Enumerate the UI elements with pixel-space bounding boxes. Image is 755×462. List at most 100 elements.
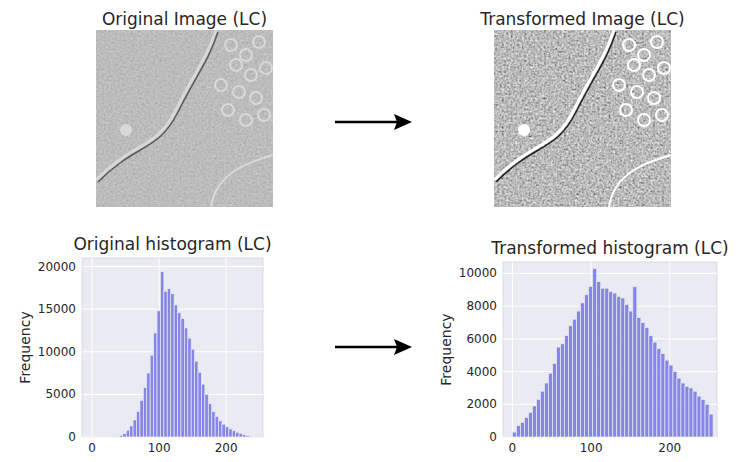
hist-bar: [645, 327, 649, 437]
hist-bar: [637, 318, 641, 437]
hist-bar: [201, 384, 204, 437]
tick-label: 8000: [466, 299, 497, 313]
hist-bar: [512, 432, 516, 437]
hist-bar: [260, 436, 263, 437]
vesicle: [225, 39, 237, 51]
hist-bar: [589, 287, 593, 437]
hist-bar: [541, 391, 545, 437]
hist-bar: [137, 411, 140, 437]
axis-title: Frequency: [17, 311, 33, 383]
hist-bar: [208, 404, 211, 437]
hist-bar: [191, 349, 194, 437]
vesicle: [628, 59, 640, 71]
grid-line: [512, 262, 513, 437]
image-texture: [96, 30, 273, 207]
hist-bar: [581, 303, 585, 437]
tick-label: 100: [580, 441, 603, 455]
tick-label: 0: [509, 441, 517, 455]
hist-bar: [661, 354, 665, 437]
vesicle: [643, 69, 655, 81]
hist-bar: [147, 373, 150, 437]
tick-label: 0: [88, 441, 96, 455]
hist-bar: [533, 406, 537, 437]
image-title: Transformed Image (LC): [479, 9, 684, 29]
hist-bar: [198, 372, 201, 437]
hist-bar: [219, 421, 222, 437]
hist-bar: [537, 399, 541, 437]
hist-bar: [130, 426, 133, 437]
hist-bar: [665, 360, 669, 437]
chart-title: Original histogram (LC): [73, 234, 271, 254]
hist-bar: [705, 404, 709, 437]
blob: [518, 124, 530, 136]
blob: [120, 124, 132, 136]
hist-bar: [249, 436, 252, 437]
vesicle: [240, 114, 252, 126]
hist-bar: [593, 269, 597, 437]
hist-bar: [123, 434, 126, 437]
tick-label: 10000: [38, 345, 76, 359]
micrograph: [494, 30, 671, 207]
grid-line: [226, 258, 227, 437]
grid: [503, 262, 717, 437]
vesicle: [651, 36, 663, 48]
hist-bar: [171, 294, 174, 437]
hist-bar: [701, 399, 705, 437]
grid-line: [92, 258, 93, 437]
vesicle: [638, 114, 650, 126]
plot-area: [82, 258, 263, 437]
hist-bar: [573, 319, 577, 437]
hist-bar: [673, 372, 677, 437]
hist-bar: [569, 326, 573, 437]
vesicle: [250, 92, 262, 104]
vesicle: [631, 86, 643, 98]
hist-bar: [253, 436, 256, 437]
hist-bar: [613, 293, 617, 437]
vesicle: [215, 79, 227, 91]
bars: [512, 269, 713, 437]
hist-bar: [188, 338, 191, 437]
image-texture: [494, 30, 671, 207]
hist-bar: [685, 386, 689, 437]
vesicle: [245, 69, 257, 81]
micrograph: [96, 30, 273, 207]
plot-area: [503, 262, 717, 437]
hist-bar: [160, 272, 163, 437]
hist-bar: [229, 429, 232, 437]
hist-bar: [212, 411, 215, 437]
vesicle: [658, 62, 670, 74]
hist-bar: [605, 288, 609, 437]
hist-bar: [677, 378, 681, 437]
hist-bar: [653, 342, 657, 437]
ridge: [96, 30, 216, 180]
tick-label: 4000: [466, 365, 497, 379]
hist-bar: [689, 388, 693, 437]
arrow-head: [394, 339, 412, 355]
tick-label: 15000: [38, 302, 76, 316]
hist-bar: [116, 436, 119, 437]
hist-bar: [157, 311, 160, 437]
hist-bar: [119, 435, 122, 437]
vesicle: [222, 104, 234, 116]
hist-bar: [697, 396, 701, 437]
hist-bar: [609, 291, 613, 437]
vesicle: [648, 92, 660, 104]
hist-bar: [232, 431, 235, 437]
hist-bar: [150, 355, 153, 437]
tick-label: 0: [489, 430, 497, 444]
ridge-shadow: [496, 32, 616, 182]
vesicle: [233, 86, 245, 98]
hist-bar: [561, 344, 565, 437]
tick-label: 10000: [459, 266, 497, 280]
hist-bar: [205, 394, 208, 437]
vesicle: [260, 62, 272, 74]
hist-bar: [553, 363, 557, 437]
hist-bar: [549, 373, 553, 437]
hist-bar: [242, 435, 245, 437]
hist-bar: [633, 287, 637, 437]
hist-bar: [693, 391, 697, 437]
hist-bar: [709, 414, 713, 437]
hist-bar: [524, 417, 528, 437]
hist-bar: [167, 289, 170, 437]
hist-bar: [601, 288, 605, 437]
